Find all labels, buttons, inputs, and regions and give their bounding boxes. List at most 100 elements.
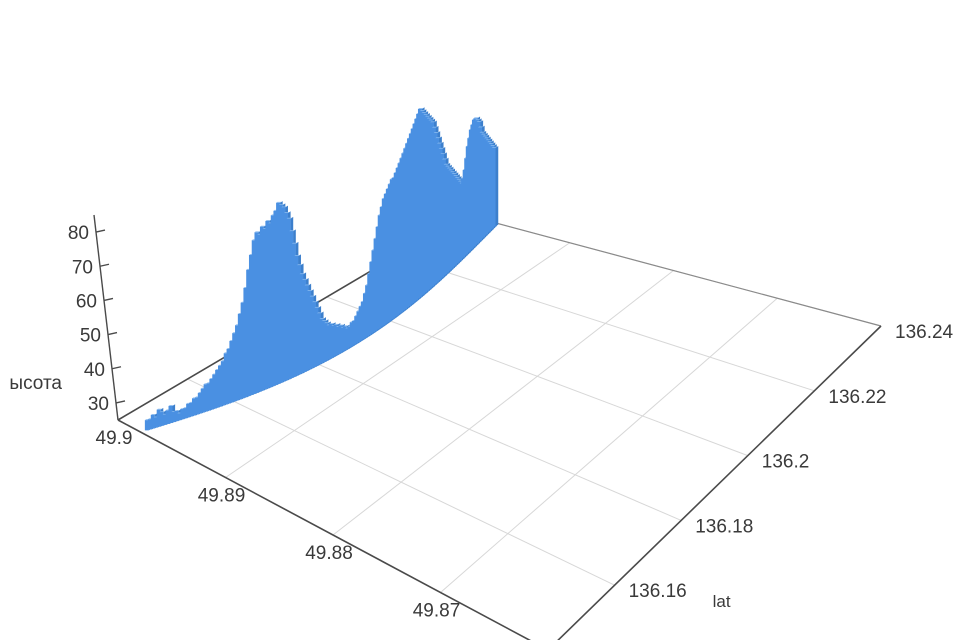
z-axis	[93, 214, 126, 421]
bar-top	[417, 108, 424, 110]
grid-line-y	[326, 296, 748, 457]
bar-top	[338, 324, 344, 326]
axis-edges	[117, 214, 882, 640]
y-axis-title: lat	[713, 592, 731, 611]
bar-top	[479, 131, 485, 133]
bar-top	[278, 204, 285, 206]
grid-line-y	[257, 337, 682, 521]
z-tick-label: 70	[72, 257, 93, 278]
bar-top	[294, 255, 300, 257]
bar-top	[281, 206, 287, 208]
bar-top	[174, 410, 180, 411]
grid-line-x	[225, 242, 571, 478]
bar-top	[426, 117, 433, 119]
grid-line-x	[332, 270, 674, 536]
bar-top	[436, 142, 443, 144]
bar-top	[438, 147, 444, 149]
bar-top	[333, 323, 340, 325]
bar-top	[309, 295, 315, 297]
bar-top	[473, 117, 479, 119]
bar-top	[265, 220, 271, 222]
bar-top	[314, 306, 320, 308]
bar-top	[423, 113, 429, 115]
bar-top	[484, 137, 490, 139]
z-tick-mark	[103, 297, 114, 302]
bar-top	[319, 317, 325, 319]
bar-top	[159, 411, 165, 413]
grid-line-y	[187, 378, 615, 586]
y-tick-label: 136.24	[895, 322, 954, 343]
bar-top	[456, 178, 462, 180]
z-tick-label: 50	[80, 326, 101, 347]
bar-top	[150, 414, 157, 415]
bar-top	[299, 273, 305, 275]
y-tick-label: 136.18	[695, 516, 753, 537]
z-tick-label: 80	[68, 223, 89, 244]
x-tick-label: 49.9	[96, 428, 133, 449]
bar-top	[453, 175, 459, 176]
bar-top	[441, 158, 448, 160]
bar-top	[168, 405, 174, 406]
bar	[491, 147, 496, 227]
bar-top	[430, 121, 436, 123]
bar-top	[440, 153, 446, 155]
bar-side	[495, 146, 499, 227]
z-tick-mark	[111, 366, 122, 370]
bar-top	[302, 278, 308, 280]
bar-top	[491, 146, 497, 148]
z-tick-mark	[99, 263, 110, 267]
axis-labels: 807060504030ысота49.949.8949.8849.8749.8…	[9, 223, 954, 622]
bar-top	[259, 225, 266, 227]
bar-top	[284, 212, 290, 213]
z-axis-line	[93, 214, 119, 421]
bar-top	[321, 320, 328, 321]
bar-top	[488, 143, 494, 144]
bar-top	[431, 126, 438, 128]
bar-top	[419, 110, 426, 111]
x-tick-label: 49.87	[413, 601, 461, 622]
bar-top	[328, 323, 335, 324]
grid-line-y	[396, 255, 815, 392]
bar-top	[450, 171, 456, 173]
bar-top	[482, 135, 488, 137]
bar-top	[446, 167, 453, 169]
z-axis-title: ысота	[9, 373, 62, 394]
bar-top	[291, 242, 298, 244]
bar-top	[478, 126, 484, 128]
z-tick-mark	[95, 229, 106, 233]
z-tick-mark	[115, 400, 126, 404]
bar-top	[476, 121, 482, 123]
bar-top	[324, 322, 330, 324]
bar-top	[454, 176, 461, 178]
axis-edge-front-right	[557, 325, 882, 640]
axis-edge-back-right	[465, 214, 882, 327]
bar-top	[445, 165, 451, 167]
bar-top	[448, 169, 454, 171]
x-tick-label: 49.89	[198, 486, 246, 507]
bar-top	[435, 137, 441, 139]
bar-top	[276, 201, 282, 203]
bar-top	[428, 119, 434, 121]
z-tick-label: 60	[76, 291, 97, 312]
bar-top	[443, 163, 449, 165]
bar-top	[296, 264, 303, 266]
z-tick-label: 40	[84, 360, 105, 381]
z-tick-label: 30	[88, 394, 109, 415]
bar-top	[316, 312, 323, 314]
bar-top	[474, 119, 481, 121]
bar-top	[342, 325, 349, 327]
axis-edge-front-left	[117, 419, 532, 640]
grid-line-x	[440, 297, 778, 593]
y-tick-label: 136.2	[762, 452, 810, 473]
bar-top	[254, 231, 260, 233]
bar-top	[156, 408, 162, 410]
bar-top	[481, 133, 487, 135]
x-tick-label: 49.88	[305, 543, 353, 564]
bar-top	[451, 173, 457, 175]
bar-top	[421, 111, 427, 113]
bar-top	[304, 284, 310, 286]
floor-grid	[117, 214, 882, 640]
y-tick-label: 136.22	[828, 387, 886, 408]
